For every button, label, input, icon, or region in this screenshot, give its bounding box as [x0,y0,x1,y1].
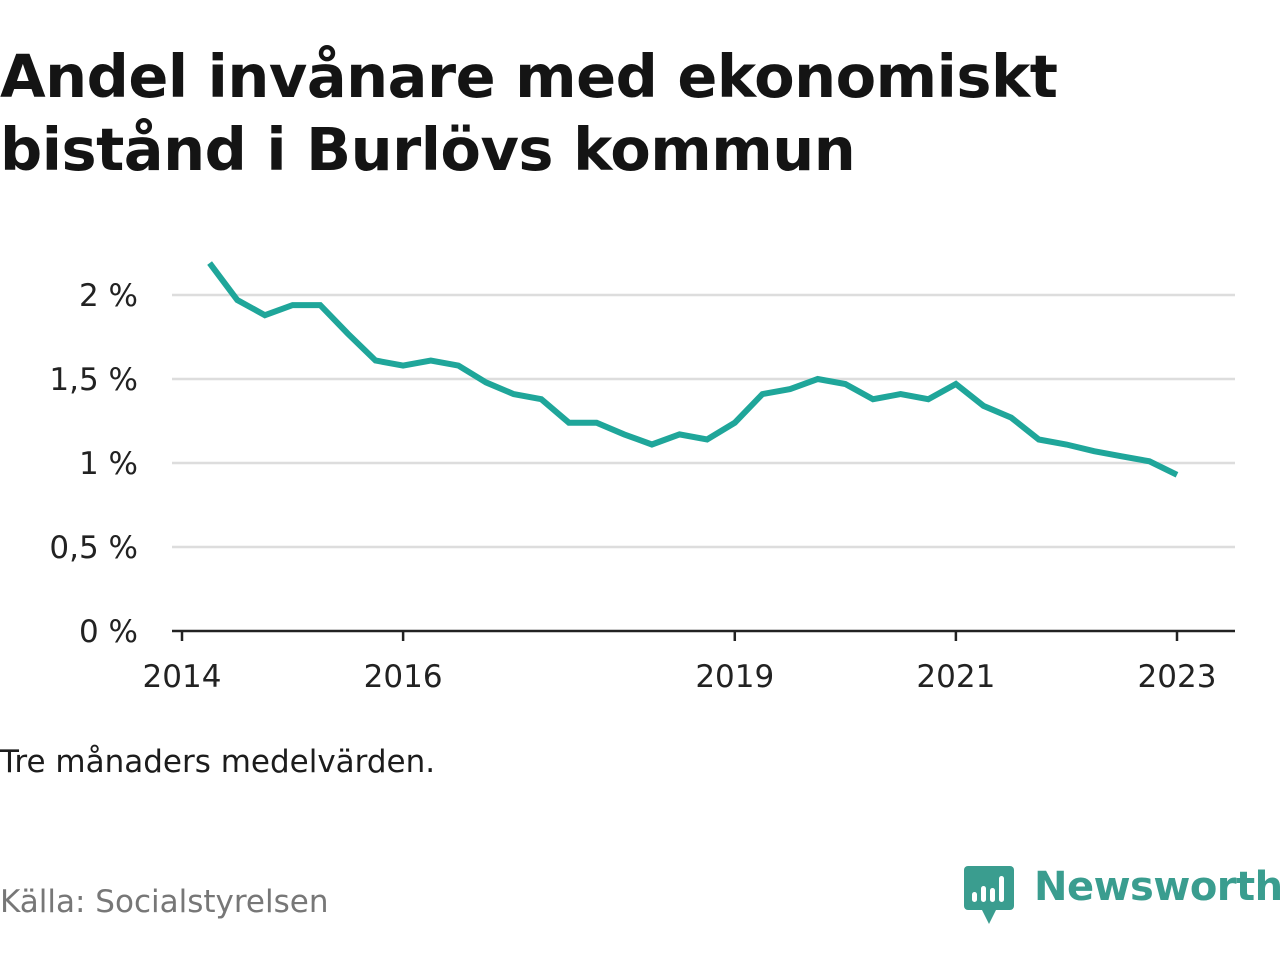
brand-name: Newsworthy [1034,864,1280,910]
newsworthy-logo-icon [964,866,1014,924]
y-tick-label: 1,5 % [49,362,138,398]
y-tick-label: 0 % [79,614,138,650]
chart-title: Andel invånare med ekonomiskt bistånd i … [0,42,1058,184]
x-tick-label: 2021 [916,659,995,695]
x-tick-label: 2019 [695,659,774,695]
x-tick-label: 2023 [1138,659,1217,695]
brand-logo: Newsworthy [964,862,1280,928]
y-tick-label: 1 % [79,446,138,482]
series-line [207,261,1179,478]
x-tick-label: 2016 [364,659,443,695]
line-chart: 0 % 0,5 % 1 % 1,5 % 2 % 2014 2016 2019 2021 2023 [49,261,1235,695]
y-tick-label: 0,5 % [49,530,138,566]
y-tick-label: 2 % [79,278,138,314]
source-label: Källa: Socialstyrelsen [0,884,329,920]
x-tick-label: 2014 [143,659,222,695]
chart-note: Tre månaders medelvärden. [0,744,436,780]
